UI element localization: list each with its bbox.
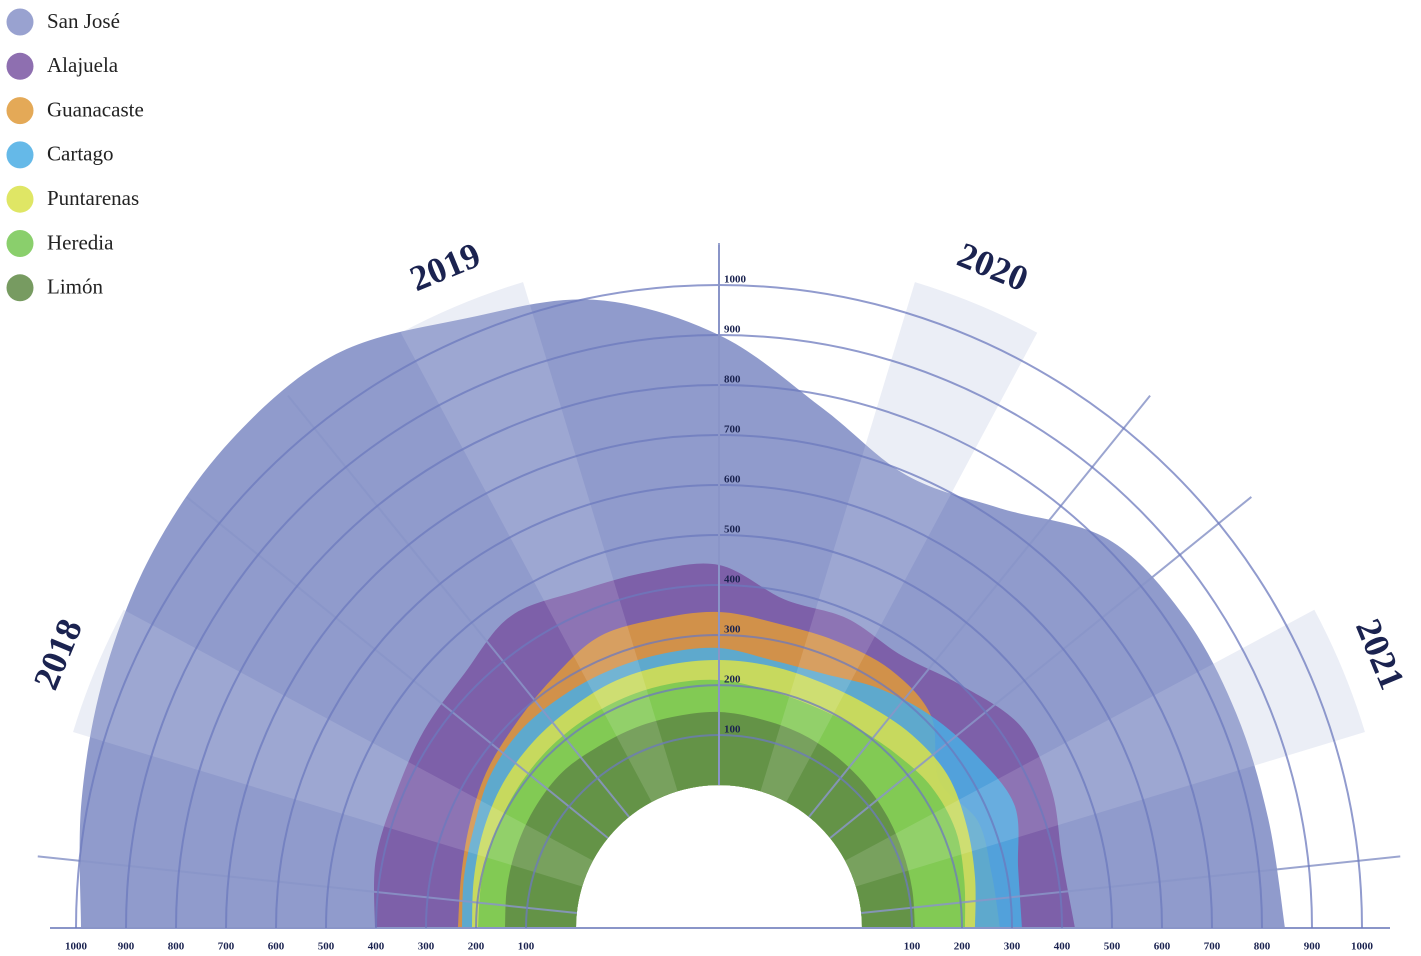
year-band-highlight (845, 609, 1365, 887)
x-tick-label: 2021 (1348, 613, 1413, 695)
y-tick-label: 100 (518, 941, 535, 953)
y-tick-label: 900 (1304, 941, 1321, 953)
legend-label: Alajuela (47, 53, 119, 77)
x-tick-label: 2018 (25, 613, 90, 695)
y-tick-label: 800 (724, 374, 741, 386)
legend-swatch (6, 274, 34, 302)
legend-swatch (6, 97, 34, 125)
areas (79, 299, 1285, 928)
legend-label: Puntarenas (47, 186, 139, 210)
year-band-highlight (73, 609, 593, 887)
radial-line (829, 496, 1252, 839)
legend-swatch (6, 52, 34, 80)
y-tick-label: 1000 (1351, 941, 1374, 953)
y-tick-label: 100 (904, 941, 921, 953)
legend-swatch (6, 141, 34, 169)
y-tick-label: 900 (118, 941, 135, 953)
y-tick-label: 700 (218, 941, 235, 953)
y-tick-label: 400 (724, 574, 741, 586)
y-tick-label: 1000 (65, 941, 88, 953)
legend-label: Limón (47, 275, 103, 299)
legend: San José Alajuela Guanacaste Cartago Puntare… (6, 8, 144, 302)
radial-line (186, 496, 609, 839)
y-tick-label: 200 (724, 674, 741, 686)
y-tick-label: 100 (724, 724, 741, 736)
grid (37, 243, 1401, 929)
year-band-highlight (760, 282, 1038, 802)
y-tick-label: 400 (368, 941, 385, 953)
legend-label: Heredia (47, 230, 114, 254)
y-tick-label: 300 (1004, 941, 1021, 953)
y-tick-label: 600 (268, 941, 285, 953)
legend-label: San José (47, 9, 120, 33)
x-tick-label: 2020 (952, 234, 1034, 299)
area (505, 711, 915, 928)
y-tick-label: 300 (724, 624, 741, 636)
y-tick-label: 800 (1254, 941, 1271, 953)
legend-swatch (6, 8, 34, 36)
area (478, 679, 966, 928)
y-tick-label: 1000 (724, 274, 747, 286)
year-band-highlight (400, 282, 678, 802)
y-tick-label: 300 (418, 941, 435, 953)
overlay (73, 282, 1365, 887)
legend-label: Cartago (47, 142, 113, 166)
radial-line (808, 395, 1151, 818)
radial-line (37, 855, 577, 915)
legend-swatch (6, 230, 34, 257)
y-tick-label: 500 (1104, 941, 1121, 953)
y-tick-label: 200 (954, 941, 971, 953)
legend-swatch (6, 185, 34, 213)
x-tick-label: 2019 (404, 234, 486, 299)
y-tick-label: 900 (724, 324, 741, 336)
y-tick-label: 600 (724, 474, 741, 486)
y-tick-label: 400 (1054, 941, 1071, 953)
y-tick-label: 800 (168, 941, 185, 953)
y-tick-label: 700 (724, 424, 741, 436)
legend-label: Guanacaste (47, 97, 144, 121)
y-tick-label: 600 (1154, 941, 1171, 953)
radial-line (287, 395, 630, 818)
y-tick-label: 500 (318, 941, 335, 953)
y-tick-label: 700 (1204, 941, 1221, 953)
radial-line (861, 855, 1401, 915)
y-tick-label: 500 (724, 524, 741, 536)
y-tick-label: 200 (468, 941, 485, 953)
